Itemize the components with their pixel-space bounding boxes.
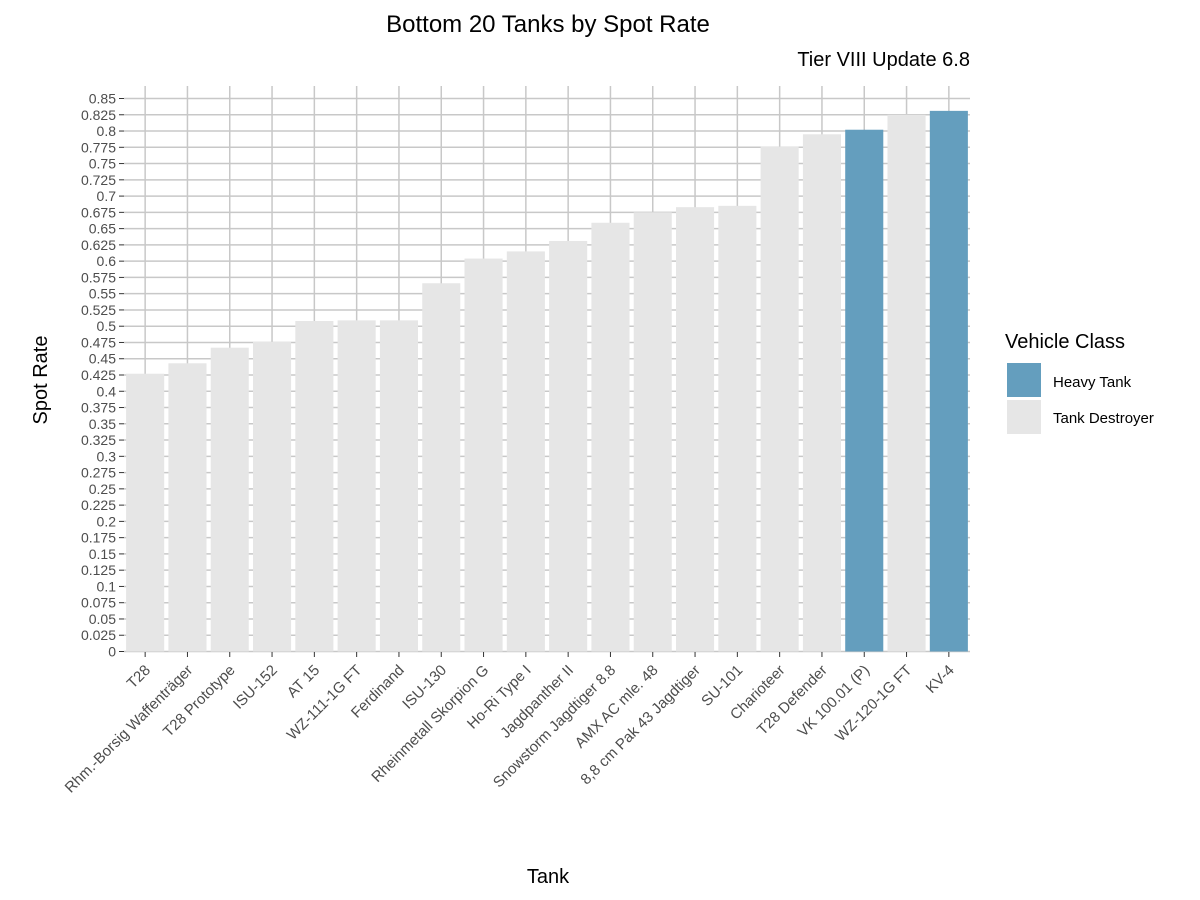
y-tick-label: 0.55	[89, 286, 116, 302]
bar-t28-defender	[802, 134, 841, 652]
y-axis-ticks: 00.0250.050.0750.10.1250.150.1750.20.225…	[81, 91, 124, 660]
y-tick-label: 0.85	[89, 91, 116, 107]
y-tick-label: 0.675	[81, 204, 116, 220]
y-tick-label: 0.35	[89, 416, 116, 432]
bar-isu-130	[422, 283, 461, 652]
y-tick-label: 0.125	[81, 562, 116, 578]
x-tick-label: T28	[124, 662, 154, 692]
legend-title: Vehicle Class	[1005, 331, 1125, 353]
y-tick-label: 0.825	[81, 107, 116, 123]
y-tick-label: 0.8	[97, 123, 117, 139]
y-tick-label: 0.7	[97, 188, 117, 204]
chart-title: Bottom 20 Tanks by Spot Rate	[386, 11, 710, 38]
y-tick-label: 0.3	[97, 448, 117, 464]
gridlines	[124, 86, 970, 653]
x-tick-label: WZ-111-1G FT	[284, 662, 366, 744]
y-tick-label: 0.1	[97, 578, 117, 594]
y-tick-label: 0.075	[81, 595, 116, 611]
y-tick-label: 0.475	[81, 334, 116, 350]
bar-kv-4	[929, 110, 968, 652]
y-axis-title: Spot Rate	[30, 336, 52, 425]
y-tick-label: 0.6	[97, 253, 117, 269]
bar-charioteer	[760, 146, 799, 652]
x-tick-label: Jagdpanther II	[497, 662, 577, 742]
y-tick-label: 0.05	[89, 611, 116, 627]
bar-t28-prototype	[210, 347, 249, 652]
y-tick-label: 0.425	[81, 367, 116, 383]
bar-ho-ri-type-i	[506, 251, 545, 652]
y-tick-label: 0.025	[81, 627, 116, 643]
y-tick-label: 0	[108, 644, 116, 660]
bar-amx-ac-mle-48	[633, 212, 672, 652]
bar-su-101	[718, 205, 757, 652]
legend-swatch-tank-destroyer	[1007, 400, 1041, 434]
legend: Vehicle Class Heavy Tank Tank Destroyer	[1005, 331, 1154, 434]
y-tick-label: 0.75	[89, 156, 116, 172]
bar-at-15	[295, 321, 334, 652]
legend-label-tank-destroyer: Tank Destroyer	[1053, 410, 1154, 427]
bar-rheinmetall-skorpion-g	[464, 258, 503, 652]
y-tick-label: 0.45	[89, 351, 116, 367]
y-tick-label: 0.375	[81, 400, 116, 416]
y-tick-label: 0.575	[81, 269, 116, 285]
x-tick-label: AT 15	[284, 662, 323, 701]
x-tick-label: WZ-120-1G FT	[832, 662, 915, 745]
bar-ferdinand	[379, 320, 418, 652]
bar-isu-152	[253, 341, 292, 652]
bar-rhm-borsig-waffentr-ger	[168, 363, 207, 652]
y-tick-label: 0.15	[89, 546, 116, 562]
y-tick-label: 0.225	[81, 497, 116, 513]
y-tick-label: 0.2	[97, 513, 117, 529]
bar-t28	[126, 373, 165, 652]
y-tick-label: 0.325	[81, 432, 116, 448]
y-tick-label: 0.25	[89, 481, 116, 497]
y-tick-label: 0.4	[97, 383, 117, 399]
bar-wz-120-1g-ft	[887, 114, 926, 652]
y-tick-label: 0.775	[81, 139, 116, 155]
bar-8-8-cm-pak-43-jagdtiger	[676, 207, 715, 652]
x-tick-label: KV-4	[923, 662, 958, 697]
y-tick-label: 0.525	[81, 302, 116, 318]
bar-snowstorm-jagdtiger-8-8	[591, 222, 630, 652]
bars	[126, 110, 968, 652]
bar-wz-111-1g-ft	[337, 320, 376, 652]
y-tick-label: 0.175	[81, 530, 116, 546]
y-tick-label: 0.725	[81, 172, 116, 188]
y-tick-label: 0.65	[89, 221, 116, 237]
chart-subtitle: Tier VIII Update 6.8	[797, 49, 970, 71]
bar-jagdpanther-ii	[549, 240, 588, 652]
bar-vk-100-01-p	[845, 129, 884, 652]
y-tick-label: 0.275	[81, 465, 116, 481]
x-tick-label: ISU-152	[230, 662, 281, 713]
y-tick-label: 0.625	[81, 237, 116, 253]
y-tick-label: 0.5	[97, 318, 117, 334]
legend-swatch-heavy-tank	[1007, 363, 1041, 397]
legend-label-heavy-tank: Heavy Tank	[1053, 374, 1132, 391]
x-axis-title: Tank	[527, 866, 570, 888]
